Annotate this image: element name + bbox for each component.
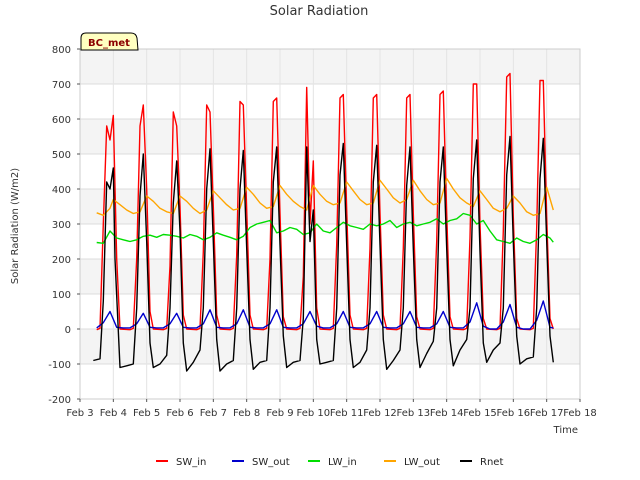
x-axis-ticks: Feb 3 Feb 4 Feb 5 Feb 6 Feb 7 Feb 8 Feb 9 Feb 1… bbox=[66, 399, 597, 419]
series-line-sw-out bbox=[96, 300, 554, 330]
series-line-lw-out bbox=[96, 177, 554, 217]
x-axis-label: Time bbox=[553, 425, 578, 436]
x-tick-label: Feb 7 bbox=[200, 408, 227, 419]
x-tick-label: Feb 18 bbox=[563, 408, 597, 419]
series-line-rnet bbox=[93, 135, 554, 372]
x-tick-label: Feb 16 bbox=[497, 408, 531, 419]
legend-label: LW_out bbox=[404, 457, 440, 468]
legend-label: SW_out bbox=[252, 457, 290, 468]
y-tick-label: 0 bbox=[65, 325, 71, 336]
y-axis-ticks: -200 -100 0 100 200 300 400 500 600 700 800 bbox=[48, 45, 80, 406]
x-tick-label: Feb 3 bbox=[66, 408, 93, 419]
y-tick-label: -100 bbox=[48, 360, 71, 371]
x-tick-label: Feb 14 bbox=[430, 408, 464, 419]
y-tick-label: 500 bbox=[52, 150, 71, 161]
chart-title: Solar Radiation bbox=[270, 4, 369, 19]
y-axis-label: Solar Radiation (W/m2) bbox=[10, 168, 21, 284]
y-tick-label: 600 bbox=[52, 115, 71, 126]
legend-label: LW_in bbox=[328, 457, 357, 468]
grid-band bbox=[80, 329, 580, 364]
x-tick-label: Feb 4 bbox=[100, 408, 127, 419]
grid-band bbox=[80, 189, 580, 224]
x-tick-label: Feb 9 bbox=[266, 408, 293, 419]
legend-label: SW_in bbox=[176, 457, 206, 468]
station-badge: BC_met bbox=[80, 32, 139, 51]
grid-band bbox=[80, 259, 580, 294]
y-tick-label: 100 bbox=[52, 290, 71, 301]
series-line-lw-in bbox=[96, 212, 554, 245]
legend: SW_in SW_out LW_in LW_out Rnet bbox=[156, 457, 503, 468]
grid-band bbox=[80, 49, 580, 84]
series-layer bbox=[93, 72, 554, 372]
x-tick-label: Feb 11 bbox=[330, 408, 364, 419]
x-tick-label: Feb 15 bbox=[463, 408, 497, 419]
x-tick-label: Feb 12 bbox=[363, 408, 397, 419]
badge-shape bbox=[80, 32, 139, 51]
y-tick-label: 200 bbox=[52, 255, 71, 266]
y-tick-label: -200 bbox=[48, 395, 71, 406]
x-tick-label: Feb 13 bbox=[397, 408, 431, 419]
series-line-sw-in bbox=[96, 72, 554, 331]
badge-label: BC_met bbox=[88, 38, 130, 49]
y-tick-label: 300 bbox=[52, 220, 71, 231]
y-tick-label: 700 bbox=[52, 80, 71, 91]
x-tick-label: Feb 8 bbox=[233, 408, 260, 419]
legend-label: Rnet bbox=[480, 457, 503, 468]
x-tick-label: Feb 6 bbox=[166, 408, 193, 419]
y-tick-label: 400 bbox=[52, 185, 71, 196]
x-tick-label: Feb 17 bbox=[530, 408, 564, 419]
grid-band bbox=[80, 119, 580, 154]
y-tick-label: 800 bbox=[52, 45, 71, 56]
x-tick-label: Feb 10 bbox=[297, 408, 331, 419]
x-tick-label: Feb 5 bbox=[133, 408, 160, 419]
